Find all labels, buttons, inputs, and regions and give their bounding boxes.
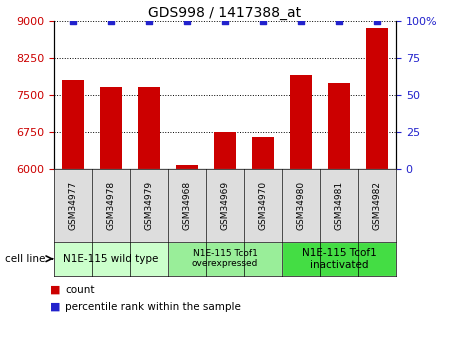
Bar	[54, 241, 168, 276]
Text: N1E-115 Tcof1
overexpressed: N1E-115 Tcof1 overexpressed	[192, 249, 258, 268]
Text: GSM34980: GSM34980	[297, 181, 306, 230]
Text: count: count	[65, 285, 95, 295]
Point	[184, 18, 191, 23]
Bar	[244, 169, 282, 241]
Text: N1E-115 Tcof1
inactivated: N1E-115 Tcof1 inactivated	[302, 248, 376, 269]
Point	[221, 18, 229, 23]
Point	[145, 18, 153, 23]
Text: cell line: cell line	[4, 254, 45, 264]
Bar	[138, 87, 160, 169]
Bar	[176, 165, 198, 169]
Text: ■: ■	[50, 302, 60, 312]
Bar	[168, 241, 282, 276]
Bar	[282, 241, 396, 276]
Text: percentile rank within the sample: percentile rank within the sample	[65, 302, 241, 312]
Text: GSM34968: GSM34968	[183, 181, 192, 230]
Bar	[206, 169, 244, 241]
Bar	[290, 75, 312, 169]
Text: GSM34969: GSM34969	[220, 181, 230, 230]
Point	[335, 18, 342, 23]
Bar	[365, 28, 388, 169]
Text: GSM34981: GSM34981	[334, 181, 343, 230]
Point	[259, 18, 266, 23]
Point	[69, 18, 76, 23]
Point	[108, 18, 115, 23]
Bar	[168, 169, 206, 241]
Bar	[214, 132, 236, 169]
Bar	[282, 169, 320, 241]
Bar	[358, 169, 396, 241]
Text: GSM34970: GSM34970	[258, 181, 267, 230]
Text: GSM34982: GSM34982	[373, 181, 382, 230]
Bar	[130, 169, 168, 241]
Bar	[99, 87, 122, 169]
Bar	[328, 82, 351, 169]
Bar	[92, 169, 130, 241]
Text: ■: ■	[50, 285, 60, 295]
Bar	[252, 137, 274, 169]
Text: GSM34979: GSM34979	[144, 181, 153, 230]
Bar	[54, 169, 92, 241]
Text: N1E-115 wild type: N1E-115 wild type	[63, 254, 159, 264]
Bar	[320, 169, 358, 241]
Text: GSM34977: GSM34977	[68, 181, 77, 230]
Title: GDS998 / 1417388_at: GDS998 / 1417388_at	[148, 6, 302, 20]
Point	[297, 18, 305, 23]
Text: GSM34978: GSM34978	[107, 181, 116, 230]
Point	[374, 18, 381, 23]
Bar	[62, 80, 85, 169]
